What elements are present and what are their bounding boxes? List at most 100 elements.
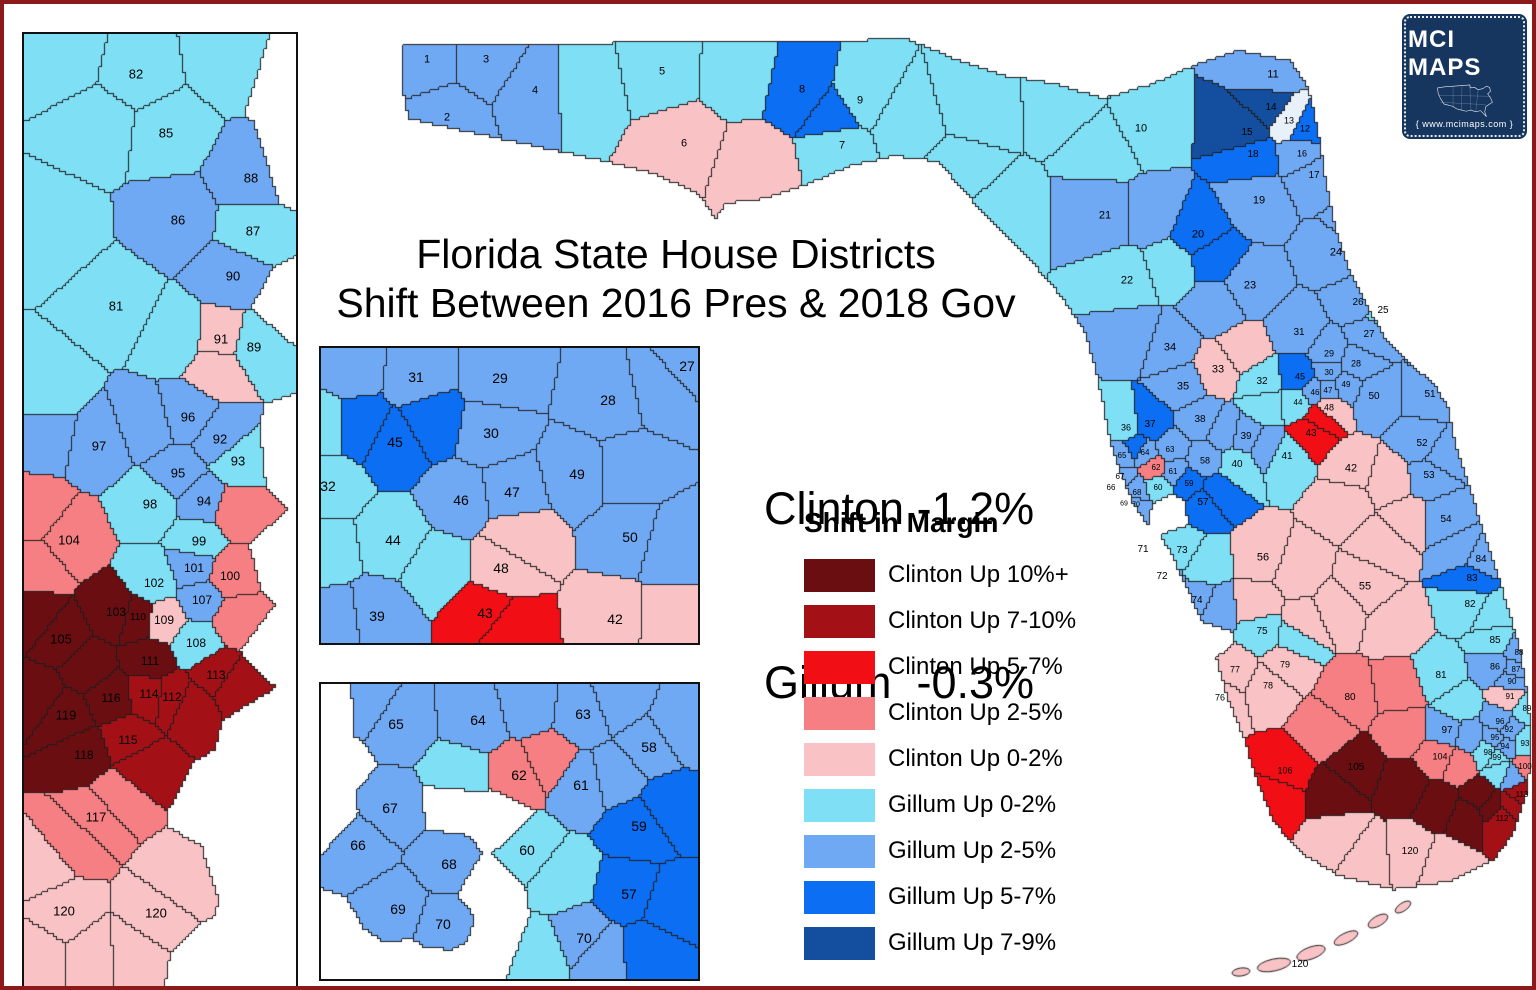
legend-item: Gillum Up 0-2% [804,782,1144,828]
district-label: 107 [191,593,213,607]
legend-title: Shift in Margin [804,507,999,538]
district-label: 70 [435,916,451,932]
district-label: 61 [1168,467,1178,476]
district-label: 58 [641,739,657,755]
district-label: 76 [1214,692,1226,703]
district-label: 50 [1368,391,1380,402]
district-label: 67 [382,800,398,816]
district-label: 28 [600,392,616,408]
district-label: 10 [1134,122,1148,135]
district-label: 61 [573,777,589,793]
district-label: 63 [1165,445,1175,454]
district-label: 46 [1310,388,1320,397]
district-label: 79 [1279,659,1291,670]
district-label: 106 [1277,765,1293,776]
district-label: 80 [1344,692,1356,703]
district-label: 69 [390,901,406,917]
legend-item: Gillum Up 7-9% [804,920,1144,966]
district-label: 63 [575,706,591,722]
district-label: 119 [55,707,77,723]
page-title: Florida State House Districts Shift Betw… [296,230,1056,328]
district-label: 93 [230,453,246,469]
district-label: 17 [1308,170,1320,181]
district-label: 28 [1350,358,1362,369]
district-label: 18 [1247,149,1259,160]
district-label: 113 [1515,790,1529,799]
district-label: 102 [143,576,165,590]
district-label: 8 [798,83,806,96]
district-label: 85 [1489,635,1501,646]
legend-item: Clinton Up 0-2% [804,736,1144,782]
district-label: 34 [1163,341,1177,354]
district-label: 64 [470,712,486,728]
district-label: 105 [1347,762,1365,773]
district-label: 90 [1507,677,1517,686]
district-label: 32 [320,478,336,494]
district-label: 86 [170,212,186,228]
district-label: 112 [162,690,182,704]
district-label: 54 [1440,514,1452,525]
district-label: 71 [1137,544,1149,555]
district-label: 2 [443,111,451,124]
legend: Shift in Margin Clinton Up 10%+ Clinton U… [804,507,1144,966]
district-label: 42 [607,611,623,627]
district-label: 43 [477,605,493,621]
district-label: 20 [1191,228,1205,241]
district-label: 7 [838,139,846,152]
district-label: 78 [1262,680,1274,691]
district-label: 70 [1132,501,1140,509]
district-label: 30 [483,425,499,441]
district-label: 69 [1120,500,1128,508]
district-label: 30 [1324,368,1334,377]
district-label: 104 [1432,751,1448,762]
district-label: 66 [1106,483,1116,492]
district-label: 43 [1305,428,1317,439]
title-line-1: Florida State House Districts [416,231,936,277]
legend-label: Gillum Up 0-2% [888,791,1057,818]
legend-label: Clinton Up 7-10% [888,607,1077,634]
district-label: 62 [1151,463,1161,472]
legend-item: Clinton Up 10%+ [804,552,1144,598]
southeast-florida-inset-map: 82 85 88 86 87 90 81 91 89 96 92 93 97 95 98 94 104 99 101… [22,32,298,986]
district-label: 103 [105,605,127,619]
district-label: 31 [408,369,424,385]
district-label: 42 [1344,462,1358,475]
district-label: 33 [1211,363,1225,376]
district-label: 90 [225,268,241,284]
legend-item: Gillum Up 5-7% [804,874,1144,920]
district-label: 66 [350,837,366,853]
district-label: 97 [91,438,107,454]
district-label: 50 [622,529,638,545]
district-label: 98 [1483,748,1493,757]
district-label: 86 [1489,661,1501,672]
district-label: 35 [1176,380,1190,393]
district-label: 91 [1505,692,1515,701]
legend-label: Clinton Up 10%+ [888,561,1069,588]
legend-swatch [804,650,875,684]
district-label: 38 [1194,414,1206,425]
district-label: 36 [1120,422,1132,433]
district-label: 70 [576,930,592,946]
district-label: 117 [85,809,107,825]
district-label: 112 [1495,814,1509,823]
district-label: 92 [212,431,228,447]
district-label: 12 [1299,123,1311,134]
legend-swatch [804,926,875,960]
district-label: 1 [423,53,431,66]
district-label: 89 [1522,704,1532,713]
district-label: 99 [1492,753,1502,762]
district-label: 101 [183,561,205,575]
district-label: 19 [1252,194,1266,207]
district-label: 11 [1267,68,1279,81]
district-label: 29 [1323,348,1335,359]
district-label: 109 [153,613,175,627]
district-label: 46 [453,492,469,508]
legend-swatch [804,604,875,638]
district-label: 59 [1184,479,1194,488]
district-label: 68 [441,856,457,872]
legend-item: Clinton Up 7-10% [804,598,1144,644]
district-label: 53 [1423,470,1435,481]
district-label: 113 [206,668,226,682]
district-label: 15 [1241,127,1253,138]
